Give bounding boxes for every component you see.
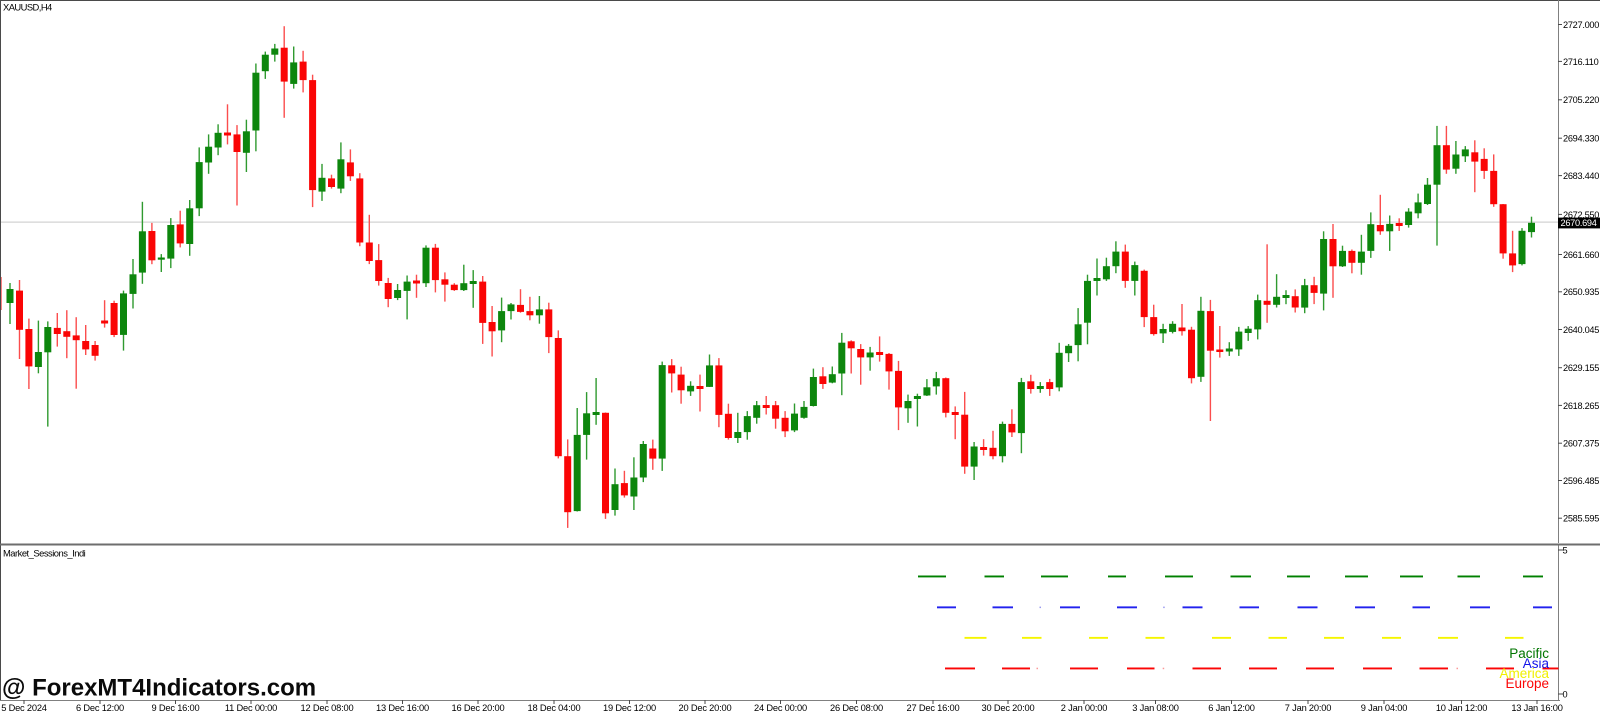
svg-text:18 Dec 04:00: 18 Dec 04:00: [528, 703, 581, 713]
svg-text:5 Dec 2024: 5 Dec 2024: [1, 703, 47, 713]
svg-text:2596.485: 2596.485: [1563, 476, 1599, 486]
svg-text:2640.045: 2640.045: [1563, 325, 1599, 335]
svg-text:2585.595: 2585.595: [1563, 514, 1599, 524]
svg-text:@ ForexMT4Indicators.com: @ ForexMT4Indicators.com: [2, 675, 316, 702]
svg-text:9 Jan 04:00: 9 Jan 04:00: [1361, 703, 1407, 713]
svg-text:2672.550: 2672.550: [1563, 210, 1599, 220]
svg-text:19 Dec 12:00: 19 Dec 12:00: [603, 703, 656, 713]
svg-text:12 Dec 08:00: 12 Dec 08:00: [301, 703, 354, 713]
svg-text:2683.440: 2683.440: [1563, 171, 1599, 181]
svg-text:3 Jan 08:00: 3 Jan 08:00: [1132, 703, 1178, 713]
svg-text:26 Dec 08:00: 26 Dec 08:00: [830, 703, 883, 713]
svg-text:2650.935: 2650.935: [1563, 287, 1599, 297]
svg-text:11 Dec 00:00: 11 Dec 00:00: [225, 703, 277, 713]
svg-text:Europe: Europe: [1505, 676, 1549, 691]
svg-text:Market_Sessions_Indi: Market_Sessions_Indi: [3, 548, 86, 559]
svg-text:Pacific: Pacific: [1509, 646, 1549, 661]
svg-text:7 Jan 20:00: 7 Jan 20:00: [1285, 703, 1331, 713]
svg-text:2607.375: 2607.375: [1563, 439, 1599, 449]
svg-text:America: America: [1499, 666, 1549, 681]
svg-text:0: 0: [1563, 689, 1568, 699]
svg-text:5: 5: [1563, 545, 1568, 555]
svg-text:2618.265: 2618.265: [1563, 401, 1599, 411]
svg-text:13 Jan 16:00: 13 Jan 16:00: [1511, 703, 1562, 713]
svg-text:16 Dec 20:00: 16 Dec 20:00: [452, 703, 505, 713]
svg-text:6 Jan 12:00: 6 Jan 12:00: [1208, 703, 1254, 713]
svg-text:2727.000: 2727.000: [1563, 20, 1599, 30]
svg-text:Asia: Asia: [1523, 656, 1550, 671]
svg-text:20 Dec 20:00: 20 Dec 20:00: [679, 703, 732, 713]
svg-text:2694.330: 2694.330: [1563, 134, 1599, 144]
svg-text:2661.660: 2661.660: [1563, 250, 1599, 260]
svg-text:2705.220: 2705.220: [1563, 95, 1599, 105]
svg-text:6 Dec 12:00: 6 Dec 12:00: [76, 703, 124, 713]
svg-text:2670.694: 2670.694: [1561, 218, 1597, 228]
svg-text:27 Dec 16:00: 27 Dec 16:00: [907, 703, 960, 713]
svg-text:2 Jan 00:00: 2 Jan 00:00: [1061, 703, 1107, 713]
svg-text:2629.155: 2629.155: [1563, 363, 1599, 373]
svg-text:30 Dec 20:00: 30 Dec 20:00: [982, 703, 1035, 713]
svg-text:24 Dec 00:00: 24 Dec 00:00: [754, 703, 807, 713]
svg-text:10 Jan 12:00: 10 Jan 12:00: [1436, 703, 1487, 713]
svg-text:2716.110: 2716.110: [1563, 57, 1599, 67]
svg-text:XAUUSD,H4: XAUUSD,H4: [3, 2, 52, 13]
svg-text:13 Dec 16:00: 13 Dec 16:00: [376, 703, 429, 713]
svg-text:9 Dec 16:00: 9 Dec 16:00: [152, 703, 200, 713]
